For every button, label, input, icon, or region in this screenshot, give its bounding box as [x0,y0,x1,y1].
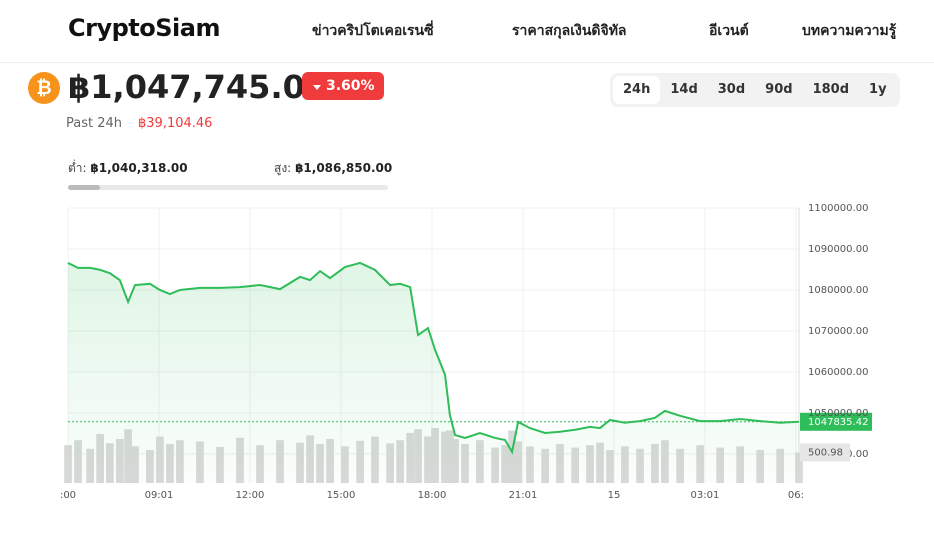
x-tick-label: :00 [60,490,76,501]
change-badge: 3.60% [302,72,384,100]
low: ต่ำ: ฿1,040,318.00 [68,159,188,178]
x-tick-label: 12:00 [236,490,265,501]
nav-item[interactable]: ราคาสกุลเงินดิจิทัล [512,23,627,39]
range-button[interactable]: 30d [717,82,746,97]
y-tick-label: 1080000.00 [808,285,868,296]
low-value: ฿1,040,318.00 [90,161,188,175]
high-value: ฿1,086,850.00 [295,161,393,175]
header: CryptoSiam ข่าวคริปโตเคอเรนซี่ ราคาสกุลเ… [0,0,934,63]
x-tick-label: 18:00 [418,490,447,501]
range-button[interactable]: 1y [869,82,887,97]
nav-item[interactable]: ข่าวคริปโตเคอเรนซี่ [312,23,434,39]
range-bar [68,185,388,190]
price-line [67,261,800,455]
x-tick-label: 09:01 [145,490,174,501]
logo[interactable]: CryptoSiam [68,14,220,42]
y-tick-label: 1060000.00 [808,367,868,378]
range-selector: 24h 14d 30d 90d 180d 1y [610,73,900,107]
past-change: ฿39,104.46 [138,116,213,131]
range-button[interactable]: 14d [670,82,698,97]
low-label: ต่ำ: [68,161,87,175]
volume-box [800,443,850,462]
x-tick-label: 06: [788,490,804,501]
nav-item[interactable]: บทความความรู้ [802,23,897,39]
range-fill [68,185,100,190]
area [68,262,799,483]
x-tick-label: 15:00 [327,490,356,501]
y-tick-label: 1100000.00 [808,203,868,214]
high: สูง: ฿1,086,850.00 [274,159,392,178]
x-tick-label: 21:01 [509,490,538,501]
last-price-box [800,412,872,431]
nav-item[interactable]: อีเวนต์ [709,23,749,39]
coin-icon: ₿ [28,72,60,104]
y-tick-label: 1050000.00 [808,408,868,419]
y-tick-label: 1090000.00 [808,244,868,255]
x-tick-label: 15 [608,490,621,501]
high-label: สูง: [274,161,292,175]
range-button[interactable]: 180d [812,82,850,97]
range-button[interactable]: 90d [765,82,793,97]
past-label: Past 24h [66,116,123,131]
last-price-label: 1047835.42 [808,417,868,428]
y-tick-label: 1070000.00 [808,326,868,337]
range-button[interactable]: 24h [613,76,661,104]
x-tick-label: 03:01 [691,490,720,501]
current-price: ฿1,047,745.00 [68,68,328,106]
volume-label: 500.98 [808,447,843,458]
